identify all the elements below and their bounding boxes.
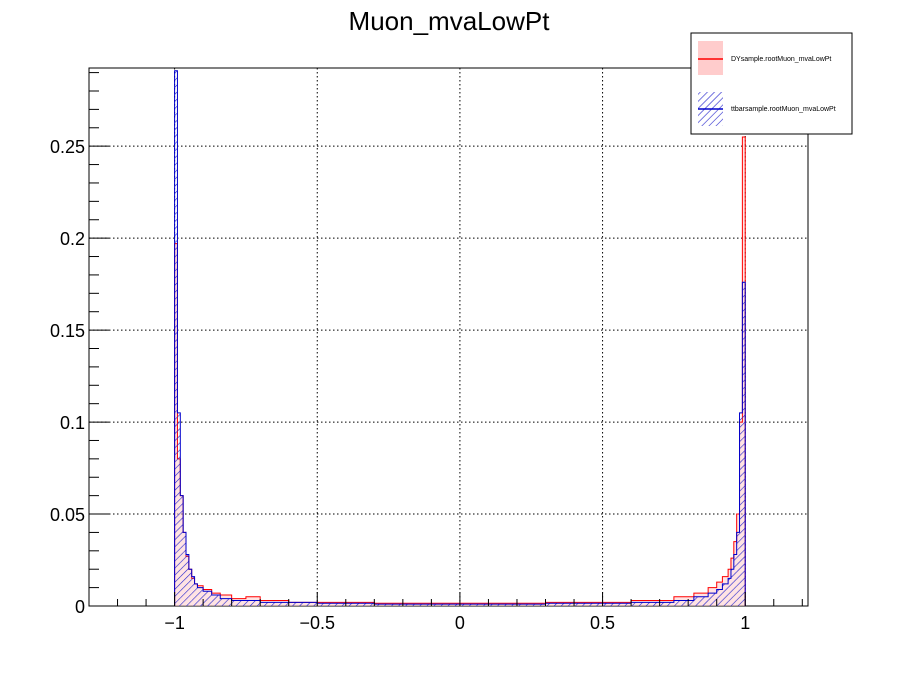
legend: DYsample.rootMuon_mvaLowPt ttbarsample.r… [690,32,853,135]
histogram-bar [693,596,709,606]
histogram-bar [730,569,734,606]
chart-title: Muon_mvaLowPt [349,6,551,36]
histogram-bar [288,602,318,606]
histogram-bar [722,583,729,606]
histogram-bar [231,600,246,606]
y-tick-label: 0.1 [60,413,85,433]
histogram-bar [245,600,261,606]
histogram-bar [728,578,731,606]
histogram-bar [673,600,694,606]
histogram-bar [374,604,460,606]
histogram-bar [708,593,717,606]
series-1 [174,70,746,606]
histogram-bar [736,532,740,606]
y-tick-label: 0.25 [50,137,85,157]
legend-label-dy: DYsample.rootMuon_mvaLowPt [731,56,831,63]
histogram-bar [194,583,198,606]
histogram-bar [459,604,546,606]
y-tick-label: 0.2 [60,229,85,249]
histogram-bar [197,587,204,606]
series-0 [174,136,746,606]
histogram-bar [739,412,743,606]
histogram-bar [545,603,632,606]
histogram-bar [188,569,192,606]
x-tick-label: −0.5 [299,613,335,633]
x-tick-label: 1 [740,613,750,633]
histogram-bar [203,591,212,606]
histogram-bar [186,554,189,606]
series-outline-1 [174,70,746,606]
grid-lines [89,68,808,606]
y-tick-label: 0.15 [50,321,85,341]
histogram-bar [716,589,723,606]
histogram-bar [183,532,187,606]
series-outline-0 [174,136,746,606]
y-tick-label: 0.05 [50,505,85,525]
histogram-bar [742,282,746,606]
histogram-bar [174,70,178,606]
histogram-bars [174,70,746,606]
x-tick-label: −1 [164,613,185,633]
histogram-bar [211,594,221,606]
plot-frame [88,67,809,607]
histogram-bar [177,412,181,606]
histogram-bar [180,495,184,606]
histogram-bar [733,554,737,606]
histogram-bar [220,598,232,606]
histogram-bar [260,602,289,606]
histogram-bar [631,602,674,606]
y-tick-label: 0 [75,597,85,617]
x-tick-label: 0 [455,613,465,633]
axes: −1 −0.5 0 0.5 1 0 0.05 0.1 0.15 0.2 0.25 [50,72,803,633]
histogram-bar [191,576,195,606]
legend-label-ttbar: ttbarsample.rootMuon_mvaLowPt [731,106,836,113]
x-tick-label: 0.5 [590,613,615,633]
legend-swatch-dy [698,41,723,75]
